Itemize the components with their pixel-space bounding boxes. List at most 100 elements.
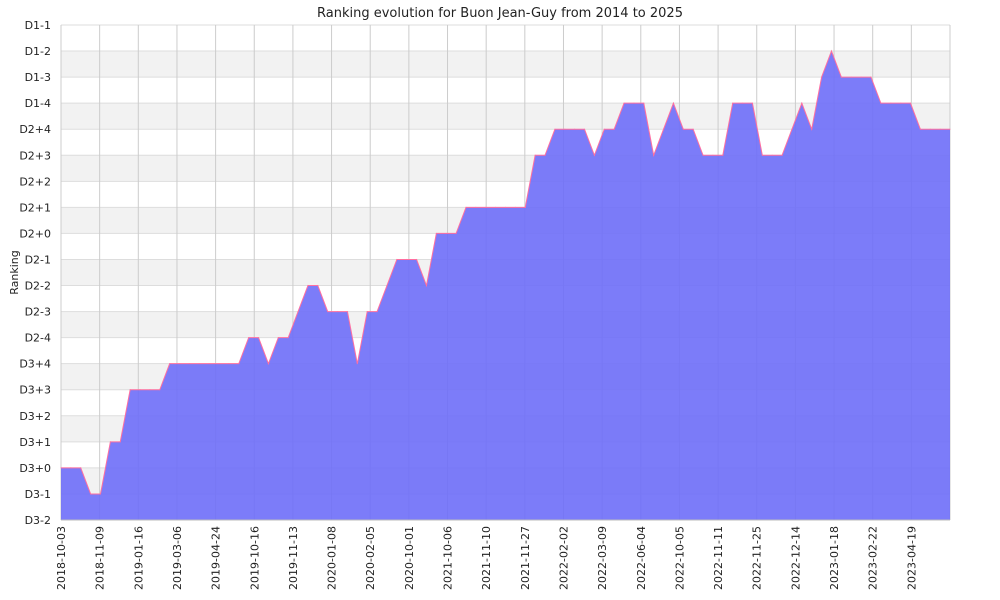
data-point bbox=[504, 206, 507, 208]
x-tick-label: 2019-04-24 bbox=[210, 526, 223, 590]
y-tick-label: D3+2 bbox=[19, 410, 51, 423]
data-point bbox=[850, 76, 852, 78]
y-tick-label: D3+1 bbox=[19, 436, 51, 449]
data-point bbox=[346, 310, 349, 313]
y-tick-label: D2+2 bbox=[19, 175, 51, 188]
data-point bbox=[109, 441, 111, 443]
data-point bbox=[662, 128, 665, 130]
x-tick-label: 2022-10-05 bbox=[673, 526, 686, 590]
data-point bbox=[356, 363, 358, 365]
data-point bbox=[761, 154, 763, 156]
data-point bbox=[475, 206, 477, 208]
data-point bbox=[712, 154, 714, 156]
data-point bbox=[900, 102, 902, 104]
data-point bbox=[99, 493, 102, 495]
data-point bbox=[613, 128, 615, 130]
x-tick-label: 2022-06-04 bbox=[635, 526, 648, 590]
x-tick-label: 2023-02-22 bbox=[867, 526, 880, 590]
data-point bbox=[692, 128, 694, 130]
data-point bbox=[603, 128, 605, 130]
data-point bbox=[524, 206, 526, 208]
data-point bbox=[702, 154, 704, 156]
data-point bbox=[188, 363, 191, 365]
data-points bbox=[60, 50, 951, 495]
y-tick-label: D2-4 bbox=[25, 332, 51, 345]
data-point bbox=[317, 284, 319, 287]
y-tick-label: D3-2 bbox=[25, 514, 51, 527]
x-tick-label: 2019-10-16 bbox=[248, 526, 261, 590]
data-point bbox=[643, 102, 645, 104]
x-tick-label: 2023-01-18 bbox=[828, 526, 841, 590]
data-point bbox=[70, 467, 72, 469]
data-point bbox=[485, 206, 487, 208]
data-point bbox=[406, 258, 408, 261]
data-point bbox=[672, 102, 675, 104]
x-tick-label: 2018-10-03 bbox=[55, 526, 68, 590]
x-tick-label: 2021-10-06 bbox=[442, 526, 455, 590]
x-tick-label: 2019-11-13 bbox=[287, 526, 300, 590]
data-point bbox=[564, 128, 566, 130]
x-tick-label: 2020-01-08 bbox=[326, 526, 339, 590]
data-point bbox=[327, 310, 329, 313]
data-point bbox=[890, 102, 892, 104]
data-point bbox=[297, 310, 299, 313]
data-point bbox=[178, 363, 181, 365]
data-point bbox=[939, 128, 941, 130]
data-point bbox=[534, 154, 536, 156]
data-point bbox=[90, 493, 92, 495]
band bbox=[61, 51, 950, 78]
data-point bbox=[287, 337, 289, 339]
data-point bbox=[653, 154, 655, 156]
x-tick-label: 2022-02-02 bbox=[557, 526, 570, 590]
data-point bbox=[139, 389, 141, 391]
y-tick-label: D3+3 bbox=[19, 384, 51, 397]
x-tick-label: 2020-10-01 bbox=[403, 526, 416, 590]
x-tick-label: 2022-11-25 bbox=[751, 526, 764, 590]
y-tick-label: D2-3 bbox=[25, 306, 51, 319]
data-point bbox=[366, 310, 368, 313]
data-point bbox=[929, 128, 931, 130]
data-point bbox=[119, 441, 121, 443]
y-tick-label: D1-3 bbox=[25, 71, 51, 84]
data-point bbox=[909, 102, 912, 104]
y-axis-label: Ranking bbox=[8, 250, 21, 295]
data-point bbox=[129, 389, 131, 391]
y-tick-labels: D3-2 D3-1 D3+0 D3+1 D3+2 D3+3 D3+4 D2-4 D2-3 D2-2… bbox=[19, 19, 51, 527]
data-point bbox=[583, 128, 586, 130]
x-tick-label: 2020-02-05 bbox=[364, 526, 377, 590]
data-point bbox=[682, 128, 684, 130]
data-point bbox=[544, 154, 546, 156]
y-tick-label: D1-1 bbox=[25, 19, 51, 32]
data-point bbox=[830, 50, 833, 52]
data-point bbox=[208, 363, 210, 365]
data-point bbox=[307, 284, 309, 287]
data-point bbox=[593, 154, 596, 156]
data-point bbox=[376, 310, 378, 313]
x-tick-label: 2021-11-27 bbox=[519, 526, 532, 590]
data-point bbox=[396, 258, 398, 261]
data-point bbox=[238, 363, 240, 365]
x-tick-label: 2021-11-10 bbox=[480, 526, 493, 590]
data-point bbox=[277, 337, 279, 339]
data-point bbox=[198, 363, 200, 365]
data-point bbox=[416, 258, 418, 261]
data-point bbox=[386, 284, 388, 287]
y-tick-label: D2+1 bbox=[19, 201, 51, 214]
data-point bbox=[257, 337, 260, 339]
data-point bbox=[149, 389, 151, 391]
data-point bbox=[159, 389, 161, 391]
data-point bbox=[623, 102, 625, 104]
x-tick-label: 2022-12-14 bbox=[789, 526, 802, 590]
y-tick-label: D1-2 bbox=[25, 45, 51, 58]
data-point bbox=[722, 154, 724, 156]
x-tick-label: 2022-11-11 bbox=[712, 526, 725, 590]
data-point bbox=[840, 76, 842, 78]
x-tick-labels: 2018-10-03 2018-11-09 2019-01-16 2019-03-06… bbox=[55, 526, 918, 590]
data-point bbox=[880, 102, 882, 104]
data-point bbox=[425, 284, 428, 287]
data-point bbox=[741, 102, 744, 104]
y-tick-label: D2-1 bbox=[25, 253, 51, 266]
data-point bbox=[455, 232, 457, 235]
